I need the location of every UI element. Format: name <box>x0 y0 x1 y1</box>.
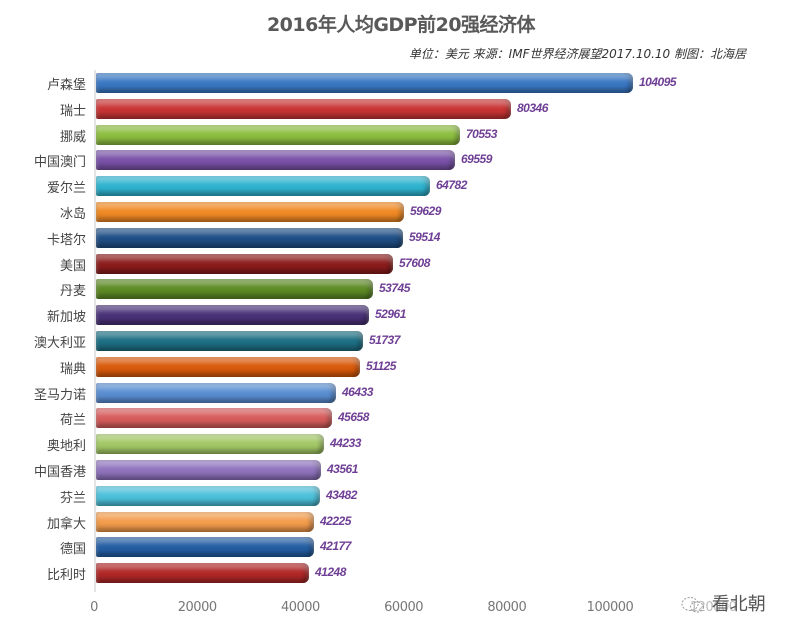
chart-title: 2016年人均GDP前20强经济体 <box>266 14 536 36</box>
bar <box>96 253 393 274</box>
value-label: 80346 <box>517 100 548 115</box>
value-label: 43561 <box>327 462 358 476</box>
value-label: 57608 <box>399 255 430 270</box>
x-tick-label: 80000 <box>487 600 527 615</box>
wechat-logo-icon <box>680 596 706 614</box>
bar-row: 挪威 70553 <box>0 124 802 146</box>
category-label: 瑞士 <box>59 103 86 119</box>
bar-row: 芬兰 43482 <box>0 485 802 507</box>
bar-row: 荷兰 45658 <box>0 407 802 429</box>
bar-row: 丹麦 53745 <box>0 278 802 300</box>
watermark-text: 看北朝 <box>711 594 766 615</box>
bar <box>96 331 363 351</box>
bar-row: 圣马力诺 46433 <box>0 382 802 404</box>
bar <box>96 124 460 145</box>
bar <box>96 460 321 480</box>
category-label: 加拿大 <box>46 516 86 532</box>
bar-row: 德国 42177 <box>0 536 802 558</box>
value-label: 70553 <box>466 126 497 141</box>
bar-row: 比利时 41248 <box>0 562 802 584</box>
category-label: 圣马力诺 <box>33 387 86 403</box>
bar <box>96 563 309 584</box>
y-axis-line <box>94 70 96 592</box>
value-label: 104095 <box>639 75 677 89</box>
bar <box>96 434 324 455</box>
category-label: 卡塔尔 <box>46 232 86 248</box>
value-label: 52961 <box>375 307 406 322</box>
category-label: 美国 <box>59 258 86 274</box>
category-label: 奥地利 <box>46 439 86 455</box>
value-label: 59629 <box>410 204 441 218</box>
bar <box>96 382 336 403</box>
value-label: 41248 <box>315 565 346 580</box>
bar <box>96 485 320 506</box>
category-label: 冰岛 <box>59 207 86 222</box>
bar <box>96 73 633 93</box>
category-label: 澳大利亚 <box>33 336 86 351</box>
value-label: 53745 <box>379 281 410 296</box>
category-label: 新加坡 <box>46 310 86 326</box>
x-tick-label: 60000 <box>384 600 424 615</box>
bar <box>96 305 369 326</box>
category-label: 瑞典 <box>59 361 86 377</box>
category-label: 比利时 <box>46 568 86 584</box>
bar <box>96 511 314 532</box>
bar-row: 加拿大 42225 <box>0 511 802 533</box>
bar <box>96 227 403 248</box>
bar <box>96 279 373 300</box>
bar-row: 奥地利 44233 <box>0 433 802 455</box>
bar-row: 冰岛 59629 <box>0 201 802 223</box>
bar-row: 卡塔尔 59514 <box>0 227 802 249</box>
bar <box>96 408 332 429</box>
x-tick-label: 20000 <box>177 600 217 615</box>
bar <box>96 176 430 197</box>
x-tick-label: 0 <box>90 600 98 615</box>
watermark: 看北朝 <box>680 590 766 616</box>
category-label: 中国香港 <box>33 465 86 480</box>
bar <box>96 202 404 222</box>
bar-row: 爱尔兰 64782 <box>0 175 802 197</box>
category-label: 爱尔兰 <box>46 181 86 197</box>
bar-row: 中国香港 43561 <box>0 459 802 481</box>
chart-subtitle: 单位：美元 来源：IMF世界经济展望2017.10.10 制图：北海居 <box>408 47 746 61</box>
value-label: 42177 <box>320 539 351 554</box>
category-label: 中国澳门 <box>33 155 86 171</box>
category-label: 荷兰 <box>59 413 86 429</box>
value-label: 46433 <box>342 384 373 399</box>
bar-row: 瑞典 51125 <box>0 356 802 378</box>
value-label: 51737 <box>369 333 400 347</box>
bar-row: 美国 57608 <box>0 253 802 275</box>
bar-row: 卢森堡 104095 <box>0 72 802 94</box>
x-tick-label: 100000 <box>586 600 634 615</box>
value-label: 51125 <box>366 358 396 373</box>
bar <box>96 98 511 119</box>
bar <box>96 537 314 558</box>
bar <box>96 150 455 171</box>
value-label: 44233 <box>330 436 361 451</box>
x-tick-label: 40000 <box>280 600 320 615</box>
value-label: 64782 <box>436 178 467 193</box>
value-label: 42225 <box>320 513 351 528</box>
bar-row: 瑞士 80346 <box>0 98 802 120</box>
value-label: 43482 <box>326 487 357 502</box>
category-label: 丹麦 <box>59 284 86 300</box>
category-label: 挪威 <box>59 129 86 145</box>
value-label: 69559 <box>461 152 492 167</box>
value-label: 45658 <box>338 410 369 425</box>
bar-row: 新加坡 52961 <box>0 304 802 326</box>
value-label: 59514 <box>409 229 440 244</box>
category-label: 芬兰 <box>59 490 86 506</box>
bar-row: 澳大利亚 51737 <box>0 330 802 352</box>
bar <box>96 356 360 377</box>
category-label: 卢森堡 <box>46 78 86 93</box>
bar-row: 中国澳门 69559 <box>0 149 802 171</box>
category-label: 德国 <box>59 542 86 558</box>
